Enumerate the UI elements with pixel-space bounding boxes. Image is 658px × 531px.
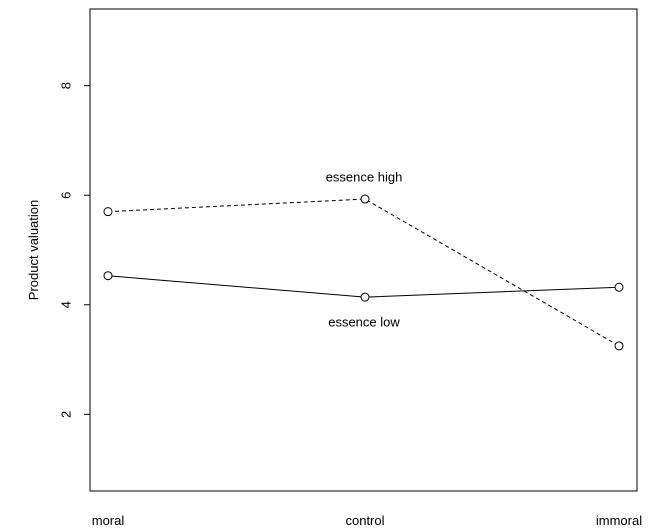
data-point xyxy=(360,292,370,302)
data-point xyxy=(103,207,113,217)
y-axis-label: Product valuation xyxy=(26,200,41,300)
y-tick-label: 4 xyxy=(59,301,74,308)
x-tick-label: control xyxy=(345,513,384,528)
x-axis-labels: moral control immoral xyxy=(92,513,642,528)
series-essence-low: essence low xyxy=(103,271,624,330)
y-tick-label: 6 xyxy=(59,192,74,199)
series-label: essence high xyxy=(326,170,403,185)
data-point xyxy=(360,194,370,204)
x-tick-label: moral xyxy=(92,513,125,528)
y-tick-label: 8 xyxy=(59,82,74,89)
series-layer: essence high essence low xyxy=(103,170,624,351)
series-line xyxy=(107,198,620,347)
series-essence-high: essence high xyxy=(103,170,624,351)
data-point xyxy=(614,282,624,292)
plot-frame xyxy=(89,8,638,492)
series-label: essence low xyxy=(328,315,400,330)
y-axis: 2 4 6 8 xyxy=(59,82,90,418)
data-point xyxy=(614,341,624,351)
x-tick-label: immoral xyxy=(596,513,642,528)
y-tick-label: 2 xyxy=(59,411,74,418)
data-point xyxy=(103,271,113,281)
